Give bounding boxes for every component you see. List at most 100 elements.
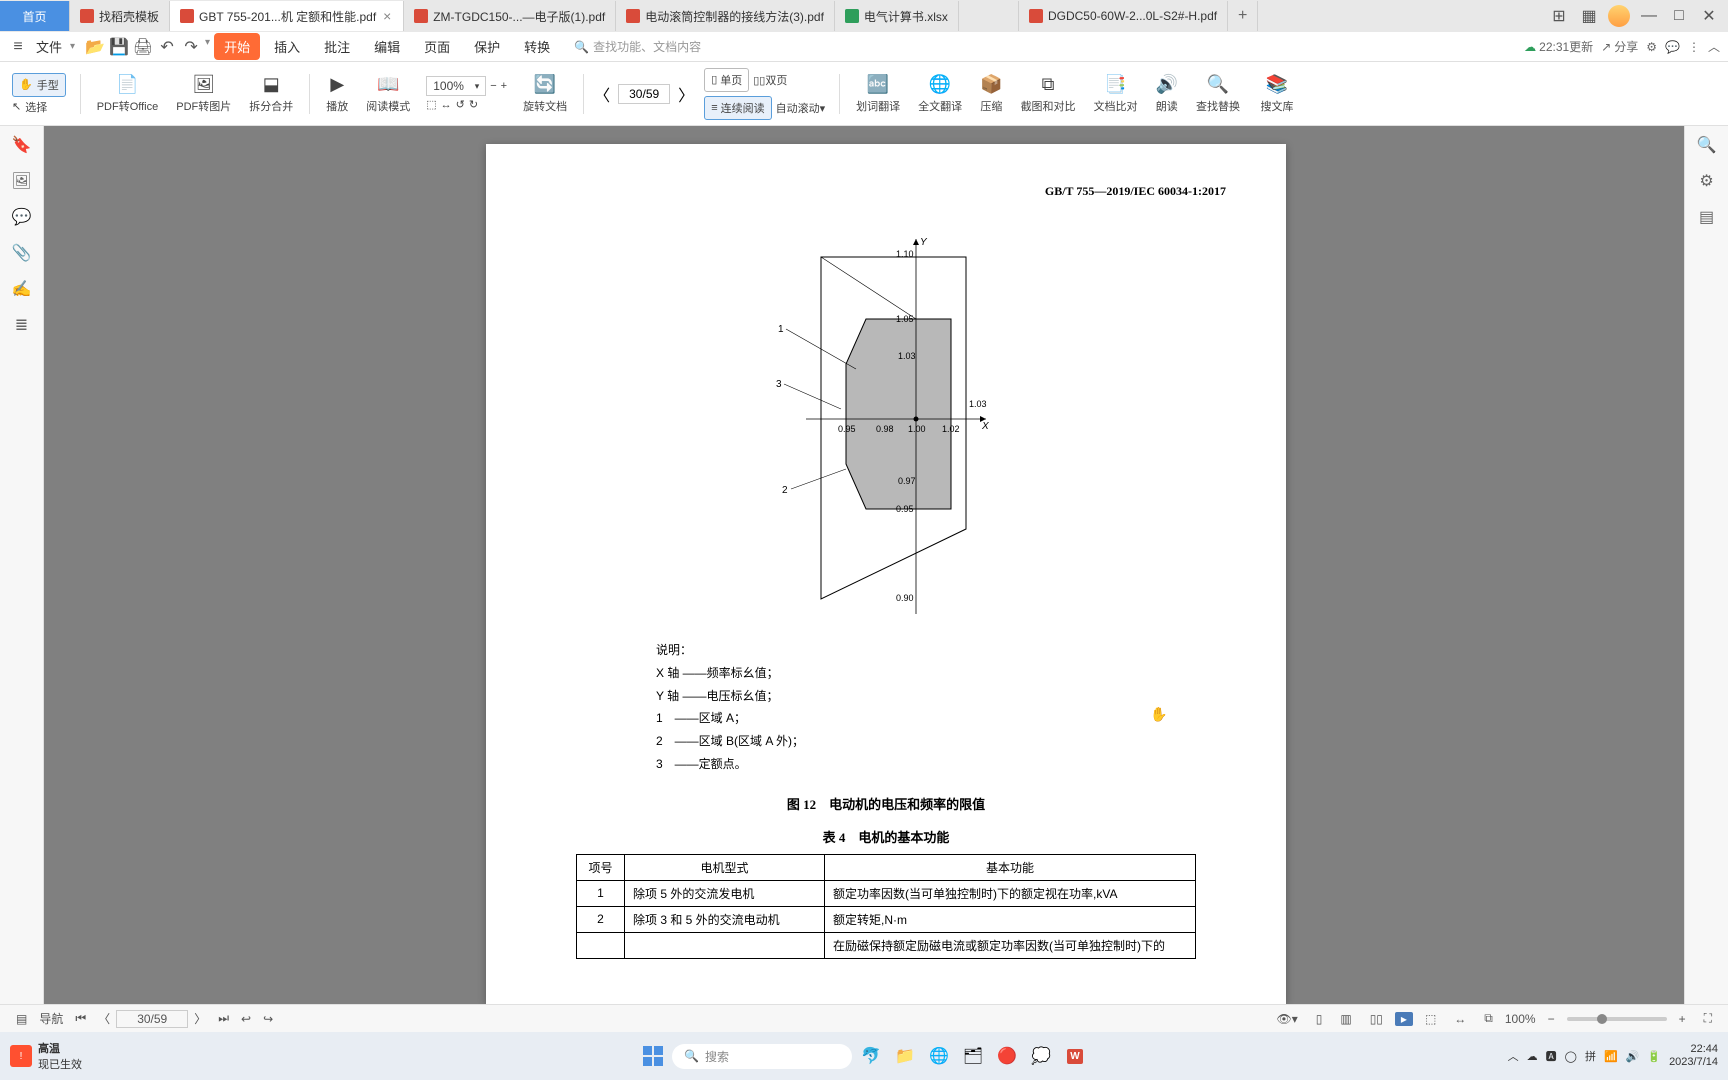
goto-back[interactable]: ↩ bbox=[235, 1012, 257, 1026]
nav-label[interactable]: 导航 bbox=[33, 1010, 69, 1027]
fit-page-icon[interactable]: ⬚ bbox=[1419, 1012, 1442, 1026]
app-edge[interactable]: 🌐 bbox=[924, 1041, 954, 1071]
page-field[interactable]: 30/59 bbox=[116, 1010, 188, 1028]
zoom-input[interactable]: 100%▾ bbox=[426, 76, 486, 96]
property-icon[interactable]: ▤ bbox=[1696, 206, 1718, 228]
word-translate[interactable]: 🔤划词翻译 bbox=[850, 72, 906, 116]
sync-status[interactable]: ☁22:31更新 bbox=[1524, 38, 1593, 55]
continuous-read[interactable]: ≡连续阅读 bbox=[704, 96, 771, 120]
layer-icon[interactable]: ≣ bbox=[11, 314, 33, 336]
rotate-right-icon[interactable]: ↻ bbox=[469, 98, 478, 111]
doc-compare[interactable]: 📑文档比对 bbox=[1088, 72, 1144, 116]
app-record[interactable]: 🔴 bbox=[992, 1041, 1022, 1071]
zoom-out[interactable]: − bbox=[1542, 1012, 1561, 1026]
tab-doc[interactable]: 电动滚筒控制器的接线方法(3).pdf bbox=[616, 1, 835, 31]
start-button[interactable] bbox=[638, 1041, 668, 1071]
thumbnail-icon[interactable]: 🖼 bbox=[11, 170, 33, 192]
fit-width-icon[interactable]: ↔ bbox=[1448, 1012, 1472, 1026]
clock[interactable]: 22:44 2023/7/14 bbox=[1669, 1043, 1718, 1069]
outline-toggle[interactable]: ▤ bbox=[10, 1012, 33, 1026]
goto-fwd[interactable]: ↪ bbox=[257, 1012, 279, 1026]
menutab-comment[interactable]: 批注 bbox=[314, 33, 360, 60]
first-page[interactable]: ⏮ bbox=[69, 1011, 92, 1026]
view-cont-icon[interactable]: ▥ bbox=[1334, 1012, 1357, 1026]
maximize-button[interactable]: □ bbox=[1668, 5, 1690, 27]
app-grid-icon[interactable]: ⊞ bbox=[1548, 5, 1570, 27]
apps-icon[interactable]: ▦ bbox=[1578, 5, 1600, 27]
tray-chevron-icon[interactable]: ︿ bbox=[1508, 1048, 1519, 1064]
avatar[interactable] bbox=[1608, 5, 1630, 27]
tray-wifi-icon[interactable]: 📶 bbox=[1604, 1050, 1618, 1063]
find-replace[interactable]: 🔍查找替换 bbox=[1190, 72, 1246, 116]
redo-icon[interactable]: ↷ bbox=[181, 37, 201, 57]
menutab-convert[interactable]: 转换 bbox=[514, 33, 560, 60]
tab-active[interactable]: GBT 755-201...机 定额和性能.pdf × bbox=[170, 1, 404, 31]
signature-icon[interactable]: ✍ bbox=[11, 278, 33, 300]
view-eye-icon[interactable]: 👁▾ bbox=[1270, 1012, 1303, 1026]
crop-icon[interactable]: ⧉ bbox=[1478, 1011, 1499, 1026]
open-icon[interactable]: 📂 bbox=[85, 37, 105, 57]
pdf-to-image[interactable]: 🖼PDF转图片 bbox=[170, 72, 237, 116]
zoom-slider[interactable] bbox=[1567, 1017, 1667, 1021]
menutab-page[interactable]: 页面 bbox=[414, 33, 460, 60]
pdf-to-office[interactable]: 📄PDF转Office bbox=[91, 72, 165, 116]
tab-doc[interactable]: ZM-TGDC150-...—电子版(1).pdf bbox=[404, 1, 616, 31]
rotate-left-icon[interactable]: ↺ bbox=[456, 98, 465, 111]
app-wps[interactable]: W bbox=[1060, 1041, 1090, 1071]
tray-lang-icon[interactable]: 🅰 bbox=[1546, 1048, 1557, 1064]
read-aloud[interactable]: 🔊朗读 bbox=[1150, 72, 1184, 116]
view-double-icon[interactable]: ▯▯ bbox=[1364, 1012, 1389, 1026]
menutab-insert[interactable]: 插入 bbox=[264, 33, 310, 60]
image-compare[interactable]: ⧉截图和对比 bbox=[1015, 72, 1082, 116]
rotate-doc[interactable]: 🔄旋转文档 bbox=[517, 72, 573, 116]
zoom-in-icon[interactable]: + bbox=[501, 80, 507, 92]
zoom-in[interactable]: + bbox=[1673, 1012, 1692, 1026]
share-button[interactable]: ↗分享 bbox=[1601, 38, 1638, 55]
tab-home[interactable]: 首页 bbox=[0, 1, 70, 31]
search-library[interactable]: 📚搜文库 bbox=[1252, 72, 1302, 116]
search-box[interactable]: 🔍 查找功能、文档内容 bbox=[574, 38, 701, 55]
tab-doc[interactable]: DGDC50-60W-2...0L-S2#-H.pdf bbox=[1019, 1, 1228, 31]
auto-scroll[interactable]: 自动滚动▾ bbox=[776, 100, 826, 116]
full-translate[interactable]: 🌐全文翻译 bbox=[912, 72, 968, 116]
collapse-ribbon-icon[interactable]: ︿ bbox=[1708, 38, 1720, 55]
document-area[interactable]: GB/T 755—2019/IEC 60034-1:2017 bbox=[44, 126, 1728, 1016]
next-page[interactable]: 〉 bbox=[188, 1010, 212, 1027]
tab-add[interactable]: + bbox=[1228, 1, 1258, 31]
width-icon[interactable]: ↔ bbox=[441, 99, 452, 111]
settings-icon[interactable]: ⚙ bbox=[1646, 40, 1657, 54]
prev-page[interactable]: 〈 bbox=[92, 1010, 116, 1027]
feedback-icon[interactable]: 💬 bbox=[1665, 40, 1680, 54]
last-page[interactable]: ⏭ bbox=[212, 1011, 235, 1026]
menutab-start[interactable]: 开始 bbox=[214, 33, 260, 60]
app-explorer[interactable]: 📁 bbox=[890, 1041, 920, 1071]
tray-cloud-icon[interactable]: ☁ bbox=[1527, 1050, 1538, 1063]
save-icon[interactable]: 💾 bbox=[109, 37, 129, 57]
search-panel-icon[interactable]: 🔍 bbox=[1696, 134, 1718, 156]
single-page[interactable]: ▯单页 bbox=[704, 68, 749, 92]
undo-icon[interactable]: ↶ bbox=[157, 37, 177, 57]
tray-battery-icon[interactable]: 🔋 bbox=[1647, 1050, 1661, 1063]
app-files[interactable]: 🗂 bbox=[958, 1041, 988, 1071]
menutab-edit[interactable]: 编辑 bbox=[364, 33, 410, 60]
fullscreen-icon[interactable]: ⛶ bbox=[1698, 1011, 1718, 1026]
next-page-icon[interactable]: 〉 bbox=[678, 82, 694, 106]
play-button[interactable]: ▶播放 bbox=[320, 72, 354, 116]
read-mode[interactable]: 📖阅读模式 bbox=[360, 72, 416, 116]
compress[interactable]: 📦压缩 bbox=[974, 72, 1008, 116]
menutab-protect[interactable]: 保护 bbox=[464, 33, 510, 60]
tab-template[interactable]: 找稻壳模板 bbox=[70, 1, 170, 31]
present-icon[interactable]: ▸ bbox=[1395, 1012, 1413, 1026]
tray-circle-icon[interactable]: ◯ bbox=[1565, 1050, 1577, 1063]
tab-doc[interactable]: 电气计算书.xlsx bbox=[835, 1, 959, 31]
prev-page-icon[interactable]: 〈 bbox=[594, 82, 610, 106]
taskbar-search[interactable]: 🔍搜索 bbox=[672, 1044, 852, 1069]
split-merge[interactable]: ⬓拆分合并 bbox=[243, 72, 299, 116]
menu-icon[interactable]: ≡ bbox=[8, 37, 28, 57]
view-single-icon[interactable]: ▯ bbox=[1310, 1012, 1329, 1026]
print-icon[interactable]: 🖨 bbox=[133, 37, 153, 57]
close-icon[interactable]: × bbox=[381, 10, 393, 22]
double-page[interactable]: ▯▯双页 bbox=[753, 72, 787, 88]
hand-tool[interactable]: ✋手型 bbox=[12, 73, 66, 97]
comment-panel-icon[interactable]: 💬 bbox=[11, 206, 33, 228]
